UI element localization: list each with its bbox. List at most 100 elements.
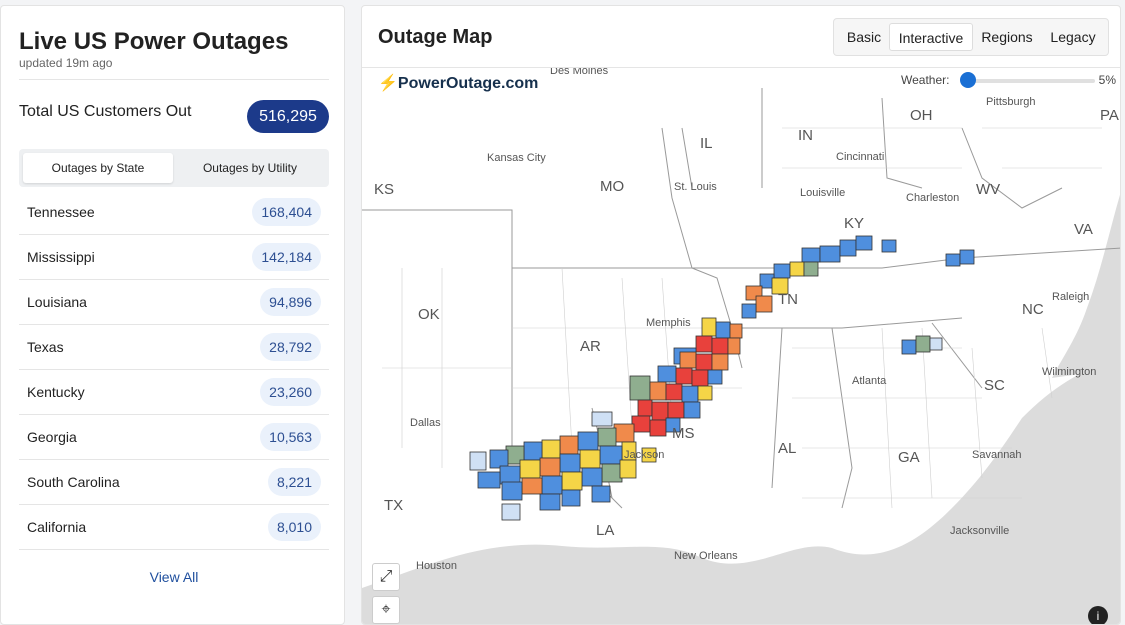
updated-timestamp: updated 19m ago [19, 56, 113, 70]
outage-county[interactable] [469, 451, 487, 471]
outage-county[interactable] [561, 489, 581, 507]
outage-county[interactable] [675, 367, 693, 385]
state-label-va: VA [1074, 221, 1093, 238]
outage-county[interactable] [523, 441, 543, 461]
outage-county[interactable] [499, 465, 521, 485]
outage-county[interactable] [521, 477, 543, 495]
outage-county[interactable] [657, 365, 677, 383]
outage-county[interactable] [711, 353, 729, 371]
state-row[interactable]: Georgia 10,563 [19, 415, 329, 460]
mode-interactive-button[interactable]: Interactive [889, 23, 973, 51]
outage-county[interactable] [683, 401, 701, 419]
state-count-badge: 23,260 [260, 378, 321, 406]
outage-county[interactable] [577, 431, 599, 451]
outage-county[interactable] [695, 335, 713, 353]
outage-county[interactable] [665, 383, 683, 401]
outage-county[interactable] [665, 417, 681, 433]
locate-icon[interactable]: ⌖ [372, 596, 400, 624]
state-name: Louisiana [27, 294, 87, 310]
state-row[interactable]: Texas 28,792 [19, 325, 329, 370]
outage-county[interactable] [707, 369, 723, 385]
state-row[interactable]: Kentucky 23,260 [19, 370, 329, 415]
outage-county[interactable] [881, 239, 897, 253]
tab-outages-by-utility[interactable]: Outages by Utility [202, 161, 298, 175]
outage-county[interactable] [915, 335, 931, 353]
outage-county[interactable] [819, 245, 841, 263]
outage-county[interactable] [803, 261, 819, 277]
outage-county[interactable] [597, 427, 617, 447]
county-lines [382, 127, 1102, 509]
tab-outages-by-state[interactable]: Outages by State [23, 153, 173, 183]
mode-regions-button[interactable]: Regions [981, 29, 1033, 45]
outage-county[interactable] [651, 401, 669, 421]
outage-county[interactable] [599, 445, 623, 465]
outage-county[interactable] [945, 253, 961, 267]
outage-county[interactable] [801, 247, 821, 263]
outage-county[interactable] [501, 481, 523, 501]
outage-county[interactable] [619, 459, 637, 479]
outage-county[interactable] [679, 351, 697, 369]
view-all-link[interactable]: View All [149, 569, 199, 585]
mode-legacy-button[interactable]: Legacy [1050, 29, 1096, 45]
outage-county[interactable] [559, 435, 579, 455]
outage-county[interactable] [477, 471, 501, 489]
outage-county[interactable] [667, 401, 685, 419]
state-row[interactable]: Louisiana 94,896 [19, 280, 329, 325]
outage-map[interactable]: Kansas City St. Louis Cincinnati Pittsbu… [362, 65, 1121, 625]
outage-county[interactable] [839, 239, 857, 257]
outage-county[interactable] [649, 419, 667, 437]
state-name: Mississippi [27, 249, 95, 265]
outage-county[interactable] [681, 385, 699, 403]
state-row[interactable]: California 8,010 [19, 505, 329, 550]
city-louisville: Louisville [800, 187, 845, 199]
state-row[interactable]: South Carolina 8,221 [19, 460, 329, 505]
outage-county[interactable] [701, 317, 717, 337]
outage-county[interactable] [601, 463, 623, 483]
state-row[interactable]: Mississippi 142,184 [19, 235, 329, 280]
outage-county[interactable] [901, 339, 917, 355]
outage-county[interactable] [561, 471, 583, 491]
outage-county[interactable] [691, 369, 709, 387]
outage-county[interactable] [539, 457, 561, 477]
map-canvas[interactable]: Kansas City St. Louis Cincinnati Pittsbu… [362, 65, 1121, 625]
outage-county[interactable] [581, 467, 603, 487]
outage-county[interactable] [773, 263, 791, 279]
outage-county[interactable] [541, 439, 561, 459]
outage-county[interactable] [649, 381, 667, 401]
outage-county[interactable] [629, 375, 651, 401]
outage-county[interactable] [695, 353, 713, 371]
outage-county[interactable] [559, 453, 581, 473]
weather-slider-handle[interactable] [960, 72, 976, 88]
outage-county[interactable] [501, 503, 521, 521]
mode-basic-button[interactable]: Basic [846, 29, 882, 45]
outage-county[interactable] [697, 385, 713, 401]
outage-county[interactable] [579, 449, 601, 469]
outage-county[interactable] [711, 337, 729, 355]
outage-county[interactable] [539, 493, 561, 511]
outage-county[interactable] [519, 459, 541, 479]
outage-county[interactable] [631, 415, 651, 433]
outage-county[interactable] [727, 337, 741, 355]
state-count-badge: 142,184 [252, 243, 321, 271]
outage-county[interactable] [741, 303, 757, 319]
weather-slider-track[interactable] [967, 79, 1095, 83]
outage-county[interactable] [755, 295, 773, 313]
outage-county[interactable] [959, 249, 975, 265]
border-line [961, 127, 1063, 209]
outage-county[interactable] [591, 411, 613, 427]
outage-county[interactable] [641, 447, 657, 463]
outage-county[interactable] [591, 485, 611, 503]
outage-county[interactable] [613, 423, 635, 443]
outage-county[interactable] [637, 399, 653, 417]
state-row[interactable]: Tennessee 168,404 [19, 190, 329, 235]
outage-county[interactable] [771, 277, 789, 295]
outage-county[interactable] [855, 235, 873, 251]
outage-county[interactable] [789, 261, 805, 277]
expand-icon[interactable]: ⤢ [372, 563, 400, 591]
outage-county[interactable] [489, 449, 509, 469]
state-count-badge: 8,010 [267, 513, 321, 541]
outage-county[interactable] [715, 321, 731, 339]
outage-county[interactable] [729, 323, 743, 339]
outage-county[interactable] [929, 337, 943, 351]
outage-county[interactable] [541, 475, 563, 495]
